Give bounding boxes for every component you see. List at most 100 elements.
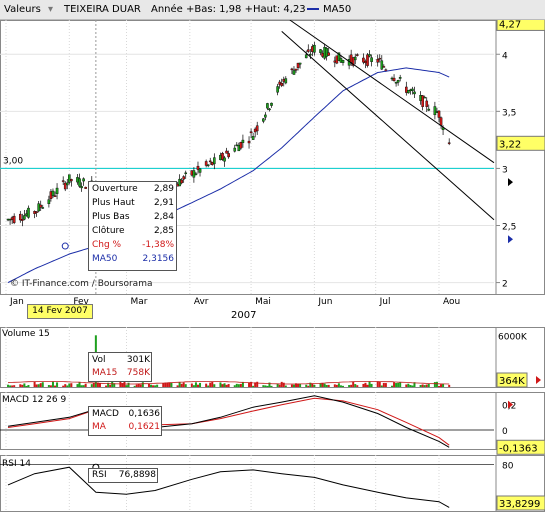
volume-bar xyxy=(176,385,179,387)
x-tick-label: Fev xyxy=(73,297,89,307)
volume-bar xyxy=(266,385,269,387)
candle-down xyxy=(447,142,451,144)
ouverture-label: Ouverture xyxy=(92,184,138,194)
volume-bar xyxy=(264,385,267,387)
vol-label: Vol xyxy=(92,355,106,365)
volume-bar xyxy=(409,385,412,387)
candle-up xyxy=(380,60,384,70)
candle-down xyxy=(405,86,408,93)
volume-bar xyxy=(178,382,181,387)
volume-bar xyxy=(241,381,244,387)
volume-bar xyxy=(354,384,357,387)
volume-bar xyxy=(413,382,416,387)
volume-bar xyxy=(270,385,273,387)
x-tick-label: Jan xyxy=(9,297,24,307)
volume-bar xyxy=(207,385,210,387)
candle-up xyxy=(184,172,188,175)
volume-bar xyxy=(399,382,402,387)
volume-bar xyxy=(321,383,324,387)
candle-up xyxy=(394,81,398,84)
candle-down xyxy=(182,176,185,180)
candle-down xyxy=(296,62,300,68)
volume-bar xyxy=(150,384,153,387)
volume-bar xyxy=(7,384,10,387)
volume-bar xyxy=(92,382,95,387)
x-tick-label: Aou xyxy=(443,297,460,307)
volume-bar xyxy=(348,385,351,387)
price-tick-label: 2 xyxy=(502,280,508,290)
candle-up xyxy=(298,62,302,65)
volume-bar xyxy=(423,385,426,387)
volume-bar xyxy=(135,384,138,387)
ma15-value: 758K xyxy=(126,368,150,378)
volume-bar xyxy=(168,382,171,387)
x-tick-label: Jun xyxy=(317,297,332,307)
volume-bar xyxy=(47,385,50,387)
price-tick-label: 4 xyxy=(502,51,508,61)
volume-bar xyxy=(382,382,385,387)
volume-bar xyxy=(362,383,365,387)
rsi-tick-label: 80 xyxy=(502,461,514,471)
ma50-tooltip-label: MA50 xyxy=(92,254,118,264)
volume-bar xyxy=(276,383,279,387)
candle-down xyxy=(208,160,212,163)
ma50-line xyxy=(7,67,450,284)
candle-up xyxy=(262,118,265,122)
rsi-value: 76,8898 xyxy=(118,470,156,480)
candle-down xyxy=(392,77,396,81)
candle-down xyxy=(12,215,16,223)
candle-up xyxy=(223,157,226,162)
candle-up xyxy=(368,54,371,57)
arrow-right-icon xyxy=(508,178,513,187)
candle-up xyxy=(233,147,237,152)
candle-up xyxy=(423,96,426,99)
volume-bar xyxy=(182,382,185,387)
volume-bar xyxy=(433,382,436,387)
candle-up xyxy=(206,164,210,167)
candle-down xyxy=(425,100,429,107)
candle-up xyxy=(213,157,216,165)
channel-upper-line xyxy=(289,19,495,164)
candle-down xyxy=(239,142,243,149)
candle-up xyxy=(82,178,85,182)
volume-bar xyxy=(366,384,369,387)
volume-bar xyxy=(219,382,222,387)
candle-up xyxy=(51,190,55,196)
rsi-badge-box xyxy=(496,495,545,511)
price-tick-label: 2,5 xyxy=(502,223,516,233)
candle-up xyxy=(241,139,245,143)
candle-up xyxy=(41,207,45,209)
macd-ma-value: 0,1621 xyxy=(128,422,161,432)
plus-haut-value: 2,91 xyxy=(153,198,174,208)
volume-bar xyxy=(223,383,226,387)
volume-bar xyxy=(376,381,379,387)
volume-tick-label: 6000K xyxy=(498,332,528,342)
candle-down xyxy=(53,195,57,197)
macd-tick-label: 0 xyxy=(502,427,508,437)
candle-down xyxy=(437,110,441,118)
volume-bar xyxy=(235,383,238,387)
volume-bar xyxy=(397,382,400,387)
volume-bar xyxy=(56,382,59,387)
volume-bar xyxy=(333,384,336,387)
rsi-pane-frame xyxy=(0,455,545,512)
volume-badge: 364K xyxy=(499,376,525,387)
candle-up xyxy=(194,173,198,175)
volume-bar xyxy=(221,384,224,387)
volume-bar xyxy=(162,383,165,387)
level-label: 3,00 xyxy=(3,156,23,166)
candle-down xyxy=(61,180,65,182)
candle-up xyxy=(266,103,269,109)
ma15-line xyxy=(7,381,450,385)
candle-up xyxy=(276,86,279,93)
candle-up xyxy=(309,53,312,56)
volume-pane-frame xyxy=(0,327,545,388)
volume-bar xyxy=(33,381,36,387)
volume-bar xyxy=(419,385,422,387)
volume-bar xyxy=(199,382,202,387)
volume-bar xyxy=(154,385,157,387)
volume-bar xyxy=(405,384,408,387)
volume-bar xyxy=(9,385,12,387)
volume-arrow-icon xyxy=(536,376,541,384)
stock-name[interactable]: TEIXEIRA DUAR xyxy=(64,4,141,15)
